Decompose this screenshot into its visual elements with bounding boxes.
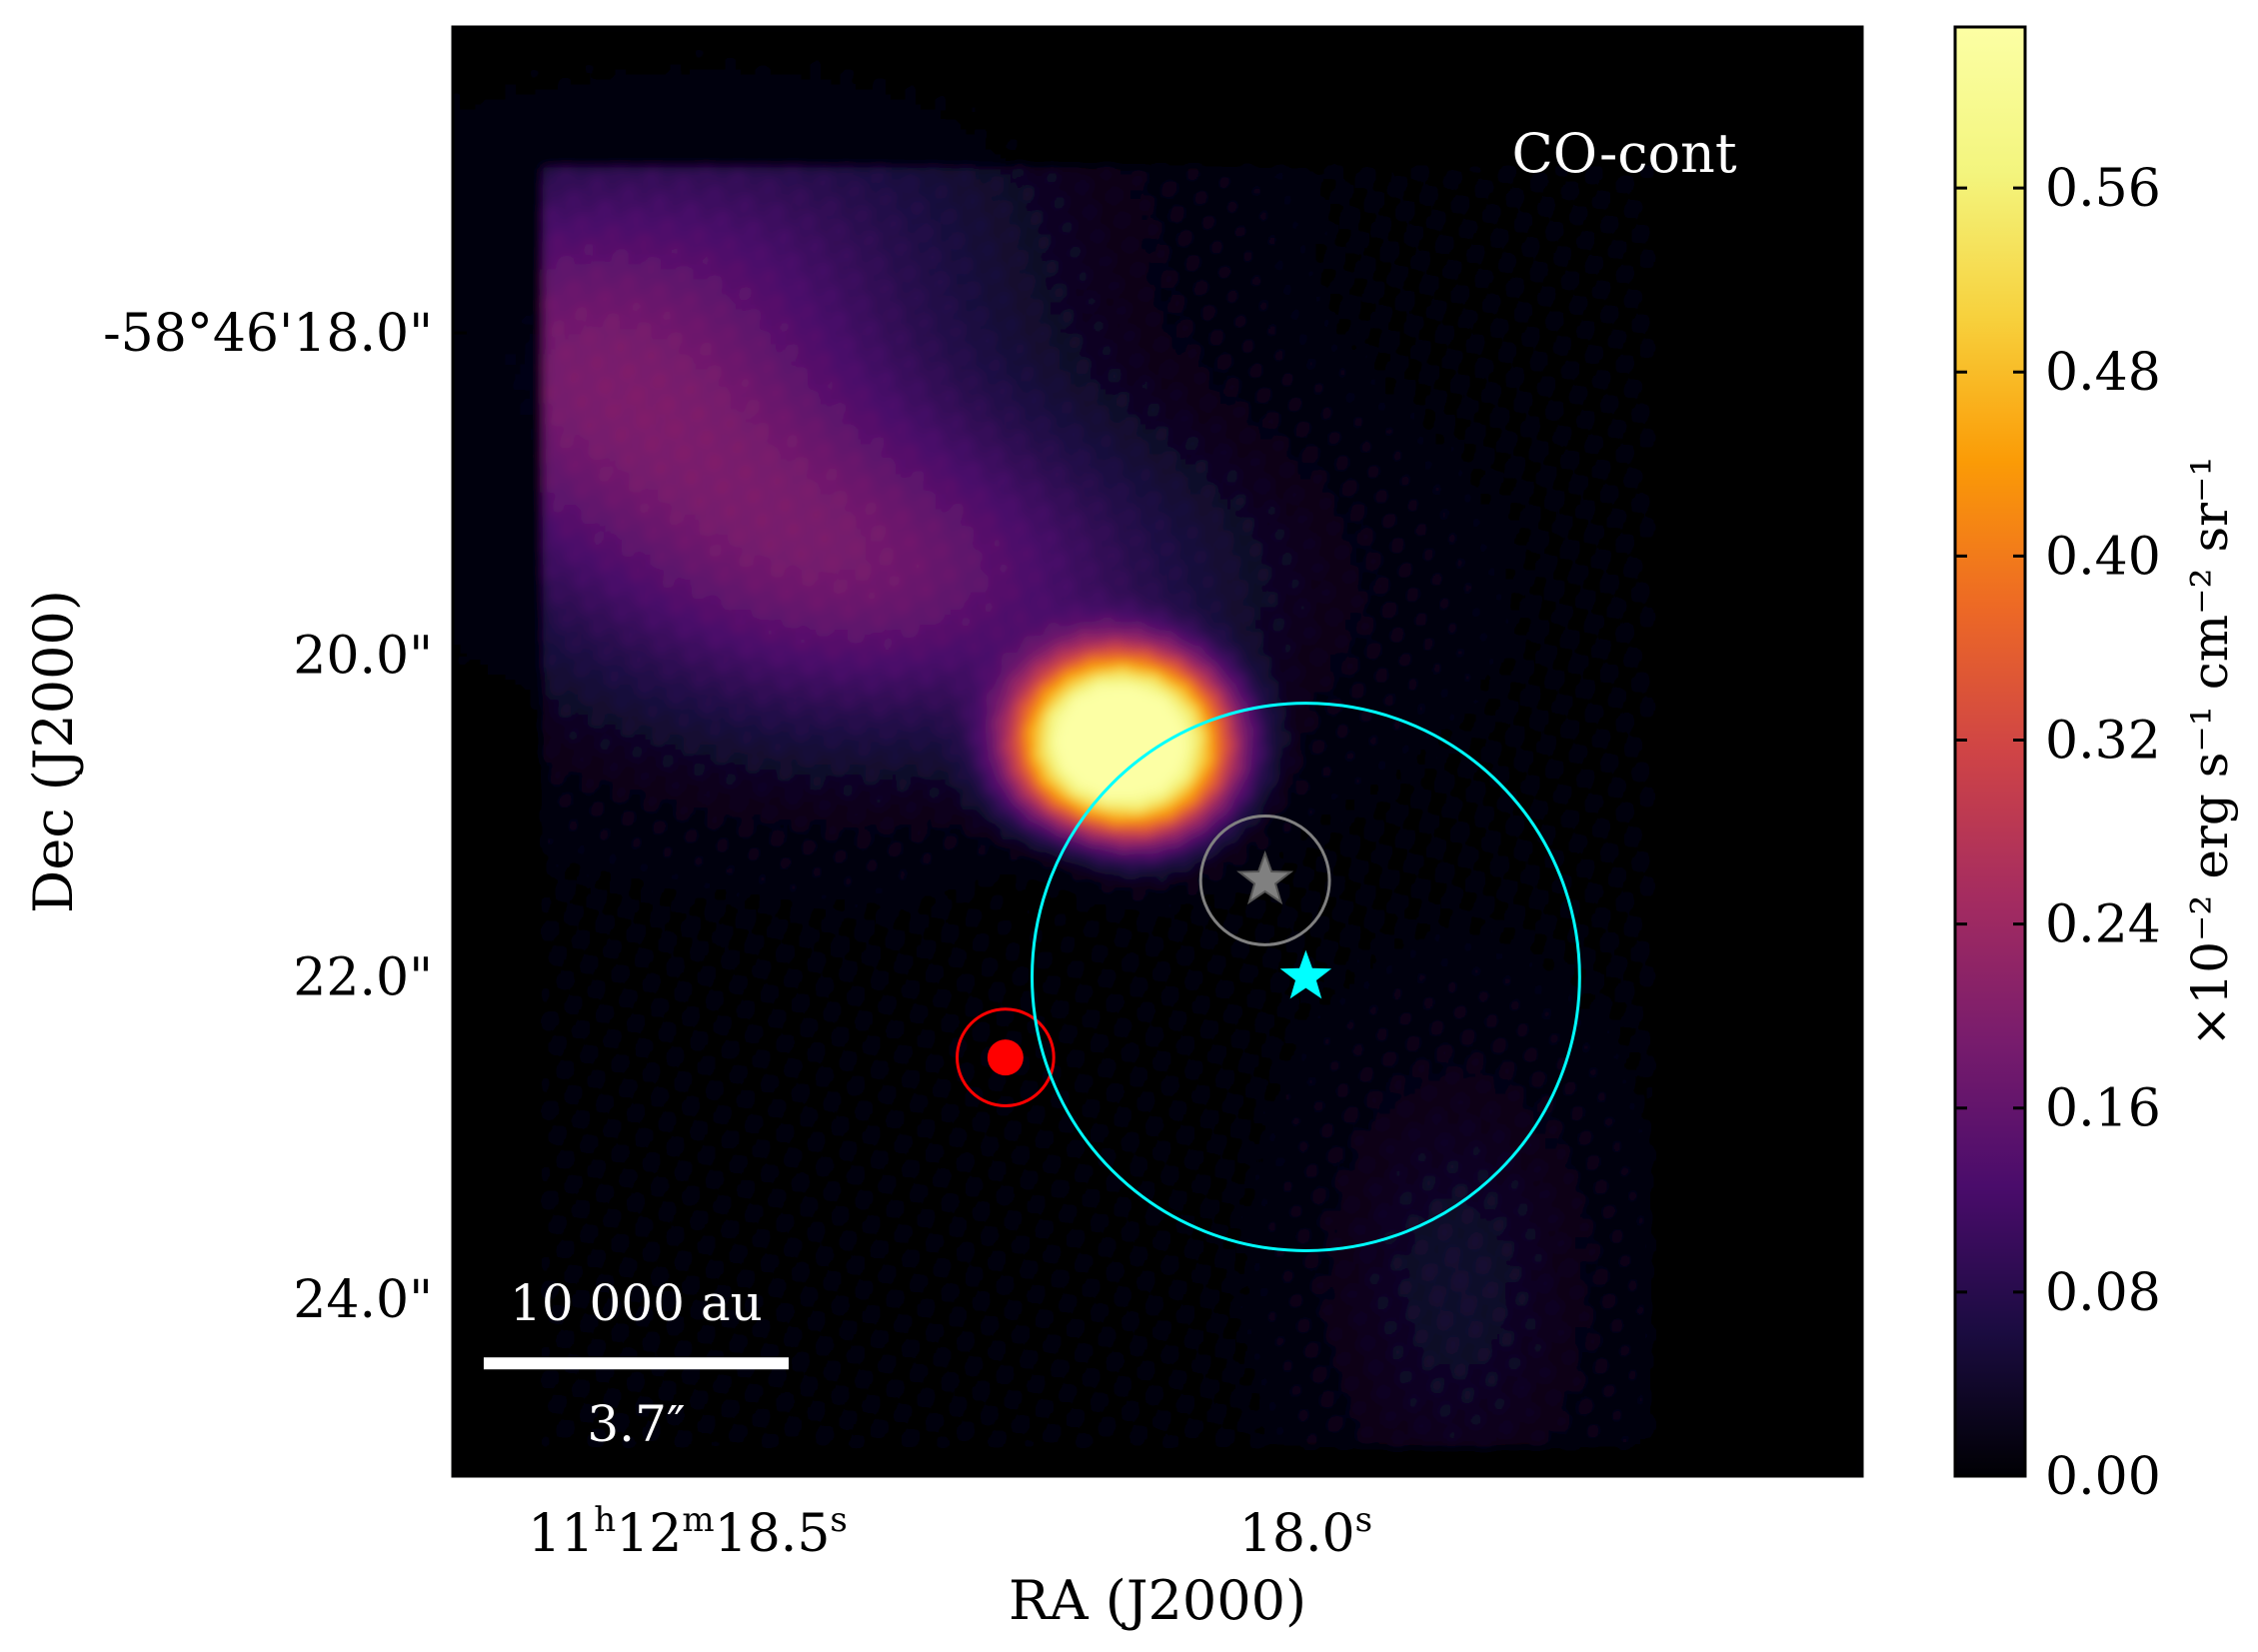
y-axis-label: Dec (J2000) [22,590,85,913]
colorbar-tick-label: 0.24 [2045,895,2161,955]
x-tick-label: 18.0s [1239,1500,1372,1564]
scale-bar: 10 000 au 3.7″ [483,1274,790,1453]
y-tick-label: 24.0" [293,1270,433,1330]
y-tick-label: 22.0" [293,948,433,1008]
colorbar-tick-label: 0.00 [2045,1447,2161,1507]
colorbar-tick-label: 0.48 [2045,343,2161,403]
y-tick-label: 20.0" [293,626,433,686]
grey-star-marker [1236,849,1294,905]
x-tick-label: 11h12m18.5s [528,1500,848,1564]
colorbar-label: ×10⁻² erg s⁻¹ cm⁻² sr⁻¹ [2181,457,2239,1047]
colorbar-ramp [1953,25,2027,1478]
scale-bar-arcsec-label: 3.7″ [587,1395,685,1453]
cyan-star-marker [1279,949,1332,999]
x-axis-ticks: 11h12m18.5s 18.0s [528,27,1372,1564]
map-panel: CO-cont 10 000 au 3.7″ 11h12m18.5s 18.0s … [103,25,1864,1564]
map-frame [451,25,1864,1478]
colorbar-tick-label: 0.56 [2045,159,2161,219]
colorbar-ticks: 0.00 0.08 0.16 0.24 0.32 0.40 0.48 0.56 [1955,159,2161,1507]
red-source-dot [987,1039,1024,1076]
colorbar-tick-label: 0.16 [2045,1079,2161,1139]
x-axis-label: RA (J2000) [1009,1569,1306,1632]
colorbar: 0.00 0.08 0.16 0.24 0.32 0.40 0.48 0.56 ×10⁻² e… [1953,25,2239,1507]
grey-star-circle [1198,814,1331,946]
co-cont-heatmap [453,27,1862,1476]
colorbar-tick-label: 0.32 [2045,711,2161,771]
marker-overlay [956,702,1581,1252]
colorbar-tick-label: 0.08 [2045,1263,2161,1323]
y-tick-label: -58°46'18.0" [103,304,433,364]
colorbar-tick-label: 0.40 [2045,527,2161,587]
red-source-circle [956,1007,1056,1107]
scale-bar-au-label: 10 000 au [510,1274,763,1332]
scale-bar-line [483,1357,790,1370]
map-label: CO-cont [1511,122,1736,185]
y-axis-ticks: -58°46'18.0" 20.0" 22.0" 24.0" [103,304,1862,1330]
cyan-circle-circle [1031,702,1581,1252]
